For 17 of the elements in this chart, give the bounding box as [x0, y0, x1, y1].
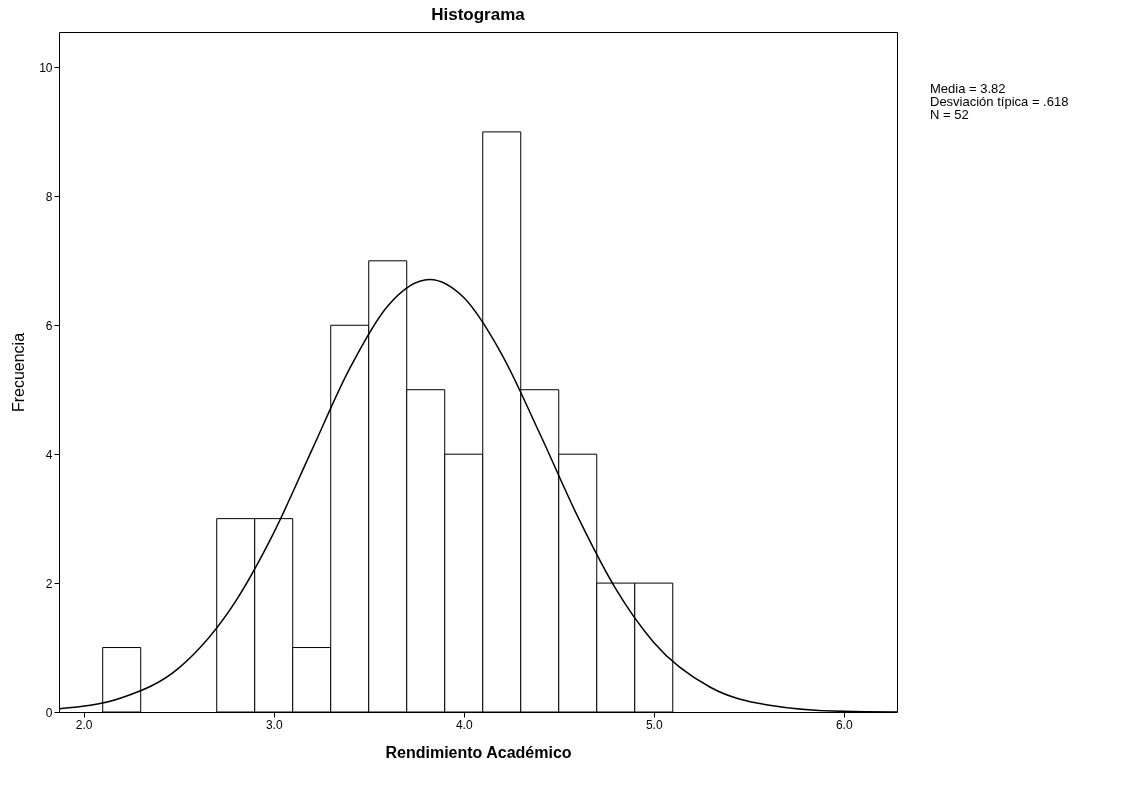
x-tick-label: 2.0 [75, 717, 93, 732]
y-tick-label: 0 [45, 705, 53, 720]
y-axis-title: Frecuencia [10, 332, 28, 413]
y-tick-label: 2 [45, 576, 53, 591]
x-axis-title: Rendimiento Académico [385, 743, 572, 761]
text: Desviación típica = .618 [930, 94, 1069, 109]
x-tick-label: 5.0 [645, 717, 663, 732]
x-tick-label: 3.0 [265, 717, 283, 732]
text: Media = 3.82 [930, 81, 1007, 96]
chart-title: Histograma [431, 5, 526, 24]
text: N = 52 [930, 107, 970, 122]
y-tick-label: 10 [39, 60, 53, 75]
y-tick-label: 8 [45, 189, 53, 204]
x-tick-label: 6.0 [835, 717, 853, 732]
y-tick-label: 4 [45, 447, 53, 462]
y-tick-label: 6 [45, 318, 53, 333]
x-tick-label: 4.0 [455, 717, 473, 732]
